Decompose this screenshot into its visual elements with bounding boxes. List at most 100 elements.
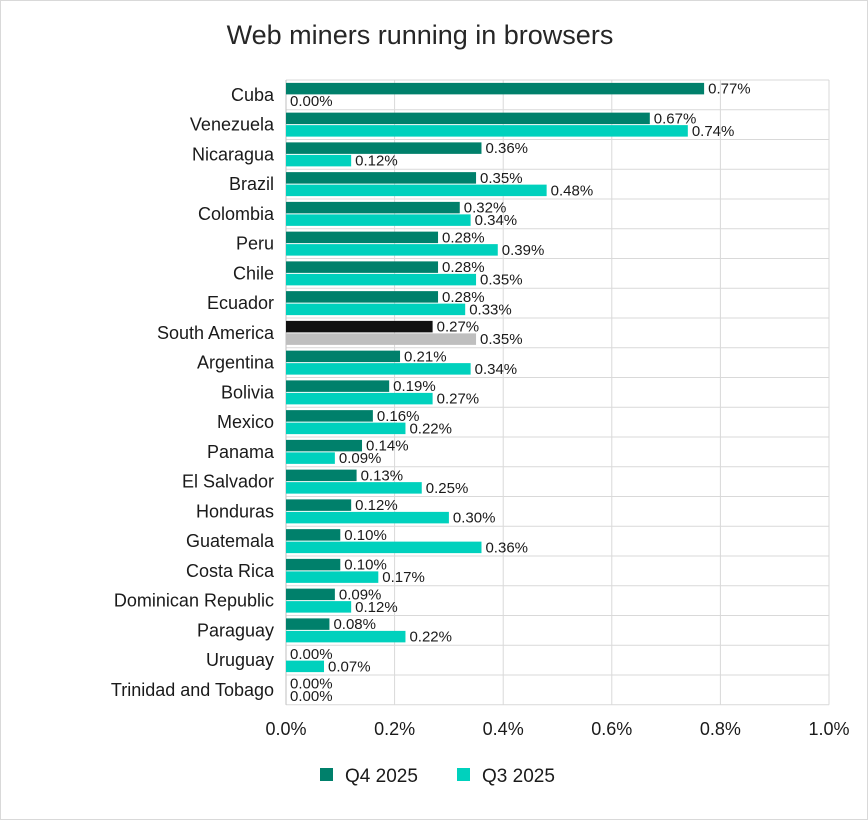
bar xyxy=(286,618,330,630)
category-label: Colombia xyxy=(198,204,275,224)
data-label: 0.00% xyxy=(290,646,333,663)
bar xyxy=(286,231,439,244)
bar xyxy=(286,201,460,214)
bar xyxy=(286,125,688,137)
data-label: 0.36% xyxy=(485,539,528,556)
category-label: Nicaragua xyxy=(192,144,275,164)
bar xyxy=(286,392,433,405)
category-label: Uruguay xyxy=(206,650,274,670)
x-tick-label: 0.8% xyxy=(700,719,741,739)
category-label: Honduras xyxy=(196,501,274,521)
legend-label: Q4 2025 xyxy=(345,766,418,787)
bar xyxy=(286,422,406,435)
data-label: 0.00% xyxy=(290,676,333,693)
x-tick-label: 0.0% xyxy=(265,719,306,739)
bar xyxy=(286,529,341,541)
data-label: 0.77% xyxy=(708,81,751,98)
data-label: 0.12% xyxy=(355,599,398,616)
category-label: Dominican Republic xyxy=(114,591,274,611)
bar xyxy=(286,261,439,273)
category-label: Costa Rica xyxy=(186,561,275,581)
bar xyxy=(286,410,373,422)
data-label: 0.35% xyxy=(480,331,523,348)
category-label: Cuba xyxy=(231,85,275,105)
data-label: 0.22% xyxy=(409,629,452,646)
category-label: Ecuador xyxy=(207,293,274,313)
category-label: Bolivia xyxy=(221,382,275,402)
bar xyxy=(286,172,477,184)
data-label: 0.35% xyxy=(480,170,523,187)
data-label: 0.35% xyxy=(480,272,523,289)
x-tick-label: 0.2% xyxy=(374,719,415,739)
bar xyxy=(286,469,357,482)
category-label: El Salvador xyxy=(182,472,274,492)
data-label: 0.27% xyxy=(437,319,480,336)
bar xyxy=(286,571,379,583)
category-label: Brazil xyxy=(229,174,274,194)
chart-title: Web miners running in browsers xyxy=(227,20,614,50)
data-label: 0.09% xyxy=(339,586,382,603)
data-label: 0.00% xyxy=(290,688,333,705)
category-label: Peru xyxy=(236,234,274,254)
data-label: 0.21% xyxy=(404,348,447,365)
bar xyxy=(286,380,390,392)
data-label: 0.12% xyxy=(355,153,398,170)
x-axis-ticks: 0.0% 0.2% 0.4% 0.6% 0.8% 1.0% xyxy=(265,719,849,739)
data-label: 0.10% xyxy=(344,527,387,544)
data-label: 0.09% xyxy=(339,450,382,467)
bar xyxy=(286,511,449,524)
data-label: 0.10% xyxy=(344,557,387,574)
bar xyxy=(286,452,335,464)
grid-lines xyxy=(285,79,830,706)
bar xyxy=(286,601,352,613)
bar xyxy=(286,630,406,643)
category-label: Trinidad and Tobago xyxy=(111,680,274,700)
bar xyxy=(286,244,498,256)
data-label: 0.30% xyxy=(453,510,496,527)
data-label: 0.22% xyxy=(409,420,452,437)
category-label: Mexico xyxy=(217,412,274,432)
legend: Q4 2025 Q3 2025 xyxy=(320,766,555,787)
category-label: Venezuela xyxy=(190,115,275,135)
bar xyxy=(286,214,471,226)
bar xyxy=(286,499,352,511)
data-label: 0.08% xyxy=(333,616,376,633)
category-label: Chile xyxy=(233,263,274,283)
data-label: 0.39% xyxy=(502,242,545,259)
bar xyxy=(286,439,363,452)
data-label: 0.25% xyxy=(426,480,469,497)
data-label: 0.36% xyxy=(485,140,528,157)
data-label: 0.00% xyxy=(290,93,333,110)
data-label: 0.27% xyxy=(437,391,480,408)
category-label: South America xyxy=(157,323,275,343)
data-label: 0.67% xyxy=(654,110,697,127)
data-label: 0.14% xyxy=(366,438,409,455)
bar xyxy=(286,558,341,571)
bar xyxy=(286,142,482,154)
category-label: Guatemala xyxy=(186,531,275,551)
category-label: Panama xyxy=(207,442,275,462)
data-label: 0.13% xyxy=(361,467,404,484)
category-labels: Cuba Venezuela Nicaragua Brazil Colombia Peru… xyxy=(111,85,275,700)
bar xyxy=(286,273,477,286)
bar xyxy=(286,320,433,333)
data-label: 0.07% xyxy=(328,658,371,675)
bar xyxy=(286,660,325,673)
data-label: 0.12% xyxy=(355,497,398,514)
bar xyxy=(286,112,650,125)
bar xyxy=(286,482,422,494)
data-label: 0.34% xyxy=(475,212,518,229)
data-label: 0.28% xyxy=(442,289,485,306)
bar xyxy=(286,363,471,375)
bar xyxy=(286,291,439,303)
category-label: Argentina xyxy=(197,353,275,373)
bar xyxy=(286,303,466,316)
bars xyxy=(286,82,705,673)
legend-swatch xyxy=(457,768,470,781)
data-label: 0.19% xyxy=(393,378,436,395)
data-label: 0.28% xyxy=(442,229,485,246)
legend-label: Q3 2025 xyxy=(482,766,555,787)
bar xyxy=(286,588,335,601)
